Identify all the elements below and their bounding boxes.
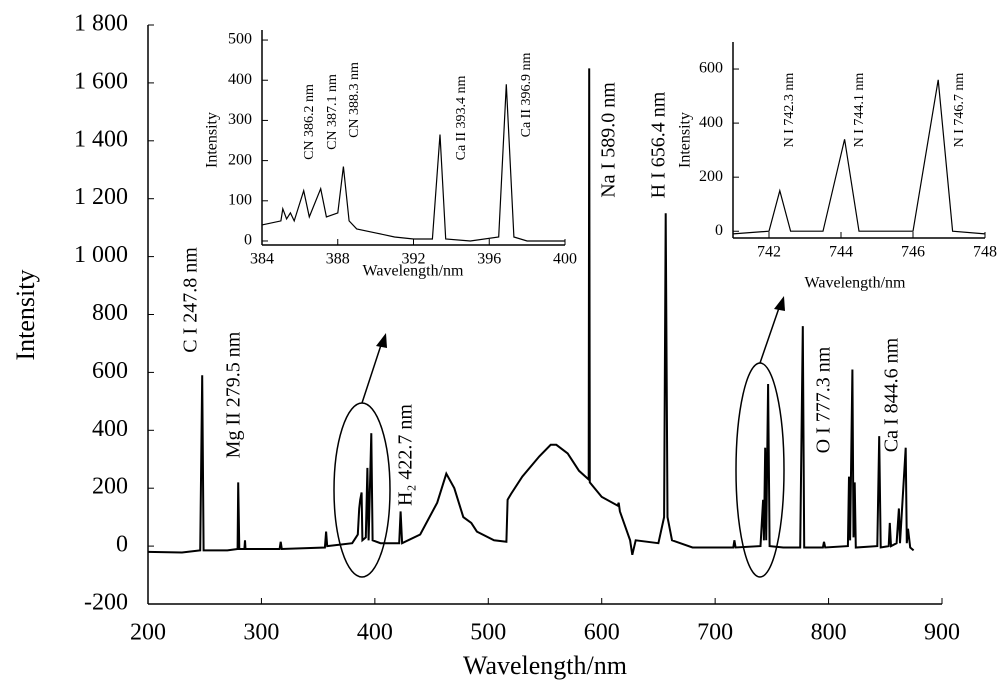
- x-axis-title: Wavelength/nm: [363, 263, 464, 280]
- y-tick-label: 1 000: [74, 242, 128, 268]
- x-tick-label: 748: [973, 244, 997, 261]
- x-tick-label: 744: [829, 244, 853, 261]
- peak-label: H₂ 422.7 nm: [395, 404, 417, 506]
- peak-label: Na I 589.0 nm: [598, 82, 620, 198]
- arrow-head: [376, 333, 387, 348]
- spectrum-line: [732, 79, 986, 235]
- peak-label: Ca I 844.6 nm: [881, 337, 903, 452]
- peak-label: CN 388.3 nm: [347, 62, 362, 138]
- arrow-head: [774, 296, 785, 311]
- peak-label: C I 247.8 nm: [180, 247, 202, 353]
- y-axis-title: Intensity: [677, 112, 694, 168]
- x-tick-label: 800: [811, 620, 847, 646]
- peak-label: N I 742.3 nm: [782, 73, 797, 148]
- x-tick-label: 200: [130, 620, 166, 646]
- y-tick-label: 0: [715, 222, 723, 239]
- y-tick-label: 600: [92, 358, 128, 384]
- y-tick-label: 0: [244, 232, 252, 249]
- y-tick-label: 400: [699, 114, 723, 131]
- x-tick-label: 400: [553, 251, 577, 268]
- y-tick-label: 1 200: [74, 184, 128, 210]
- arrow: [759, 304, 781, 364]
- y-tick-label: 200: [228, 151, 252, 168]
- x-tick-label: 400: [357, 620, 393, 646]
- x-tick-label: 600: [584, 620, 620, 646]
- y-tick-label: -200: [84, 590, 128, 616]
- peak-label: N I 744.1 nm: [852, 73, 867, 148]
- x-tick-label: 396: [477, 251, 501, 268]
- x-tick-label: 384: [250, 251, 274, 268]
- peak-label: Ca II 396.9 nm: [519, 53, 534, 138]
- y-tick-label: 500: [228, 31, 252, 48]
- peak-label: Mg II 279.5 nm: [223, 331, 245, 458]
- highlight-ellipse: [333, 402, 391, 578]
- y-tick-label: 100: [228, 191, 252, 208]
- spectrum-line: [261, 84, 565, 242]
- y-tick-label: 300: [228, 111, 252, 128]
- peak-label: Ca II 393.4 nm: [454, 76, 469, 161]
- y-tick-label: 200: [699, 168, 723, 185]
- y-tick-label: 600: [699, 60, 723, 77]
- peak-label: O I 777.3 nm: [813, 346, 835, 453]
- peak-label: H I 656.4 nm: [648, 91, 670, 198]
- y-axis-title: Intensity: [204, 112, 221, 168]
- y-tick-label: 200: [92, 474, 128, 500]
- arrow: [361, 341, 383, 404]
- x-tick-label: 900: [924, 620, 960, 646]
- x-tick-label: 392: [402, 251, 426, 268]
- peak-label: CN 387.1 nm: [325, 74, 340, 150]
- peak-label: N I 746.7 nm: [952, 73, 967, 148]
- x-tick-label: 300: [243, 620, 279, 646]
- peak-label: CN 386.2 nm: [302, 84, 317, 160]
- x-tick-label: 700: [697, 620, 733, 646]
- y-tick-label: 1 400: [74, 126, 128, 152]
- y-tick-label: 0: [116, 532, 128, 558]
- x-tick-label: 388: [326, 251, 350, 268]
- x-axis-title: Wavelength/nm: [463, 651, 627, 680]
- y-tick-label: 1 800: [74, 11, 128, 37]
- x-tick-label: 500: [470, 620, 506, 646]
- y-tick-label: 400: [92, 416, 128, 442]
- spectrum-line: [147, 68, 915, 556]
- y-tick-label: 400: [228, 71, 252, 88]
- x-tick-label: 746: [901, 244, 925, 261]
- y-tick-label: 800: [92, 300, 128, 326]
- x-tick-label: 742: [757, 244, 781, 261]
- x-axis-title: Wavelength/nm: [805, 275, 906, 292]
- y-tick-label: 1 600: [74, 68, 128, 94]
- y-axis-title: Intensity: [11, 270, 40, 361]
